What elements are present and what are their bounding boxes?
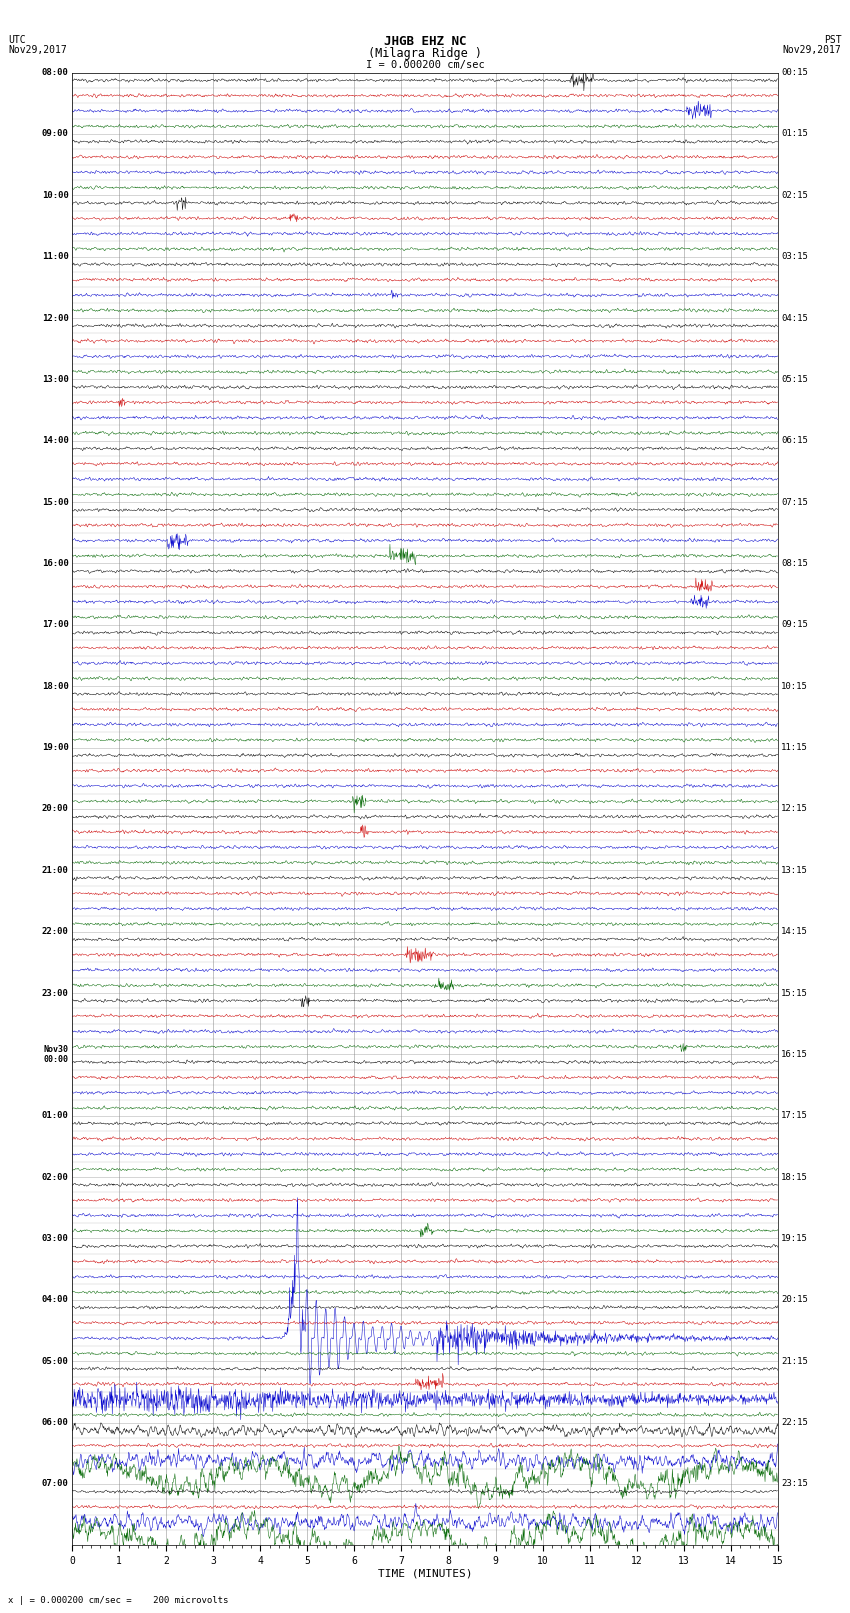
- Text: 08:15: 08:15: [781, 560, 808, 568]
- Text: 01:15: 01:15: [781, 129, 808, 139]
- Text: 10:00: 10:00: [42, 190, 69, 200]
- Text: 04:15: 04:15: [781, 313, 808, 323]
- Text: Nov29,2017: Nov29,2017: [783, 45, 842, 55]
- Text: 03:00: 03:00: [42, 1234, 69, 1244]
- Text: UTC: UTC: [8, 35, 26, 45]
- Text: 17:00: 17:00: [42, 621, 69, 629]
- Text: 06:15: 06:15: [781, 436, 808, 445]
- Text: 17:15: 17:15: [781, 1111, 808, 1119]
- Text: 16:15: 16:15: [781, 1050, 808, 1058]
- X-axis label: TIME (MINUTES): TIME (MINUTES): [377, 1568, 473, 1579]
- Text: 01:00: 01:00: [42, 1111, 69, 1119]
- Text: 18:00: 18:00: [42, 682, 69, 690]
- Text: (Milagra Ridge ): (Milagra Ridge ): [368, 47, 482, 60]
- Text: 19:15: 19:15: [781, 1234, 808, 1244]
- Text: 09:15: 09:15: [781, 621, 808, 629]
- Text: 08:00: 08:00: [42, 68, 69, 77]
- Text: 11:15: 11:15: [781, 744, 808, 752]
- Text: x | = 0.000200 cm/sec =    200 microvolts: x | = 0.000200 cm/sec = 200 microvolts: [8, 1595, 229, 1605]
- Text: 16:00: 16:00: [42, 560, 69, 568]
- Text: PST: PST: [824, 35, 842, 45]
- Text: 19:00: 19:00: [42, 744, 69, 752]
- Text: Nov29,2017: Nov29,2017: [8, 45, 67, 55]
- Text: 12:15: 12:15: [781, 805, 808, 813]
- Text: 06:00: 06:00: [42, 1418, 69, 1428]
- Text: JHGB EHZ NC: JHGB EHZ NC: [383, 35, 467, 48]
- Text: 10:15: 10:15: [781, 682, 808, 690]
- Text: Nov30
00:00: Nov30 00:00: [43, 1045, 69, 1065]
- Text: 20:00: 20:00: [42, 805, 69, 813]
- Text: 04:00: 04:00: [42, 1295, 69, 1305]
- Text: 13:15: 13:15: [781, 866, 808, 874]
- Text: 09:00: 09:00: [42, 129, 69, 139]
- Text: 22:15: 22:15: [781, 1418, 808, 1428]
- Text: 12:00: 12:00: [42, 313, 69, 323]
- Text: 18:15: 18:15: [781, 1173, 808, 1182]
- Text: 11:00: 11:00: [42, 252, 69, 261]
- Text: 22:00: 22:00: [42, 927, 69, 936]
- Text: 23:00: 23:00: [42, 989, 69, 997]
- Text: 14:15: 14:15: [781, 927, 808, 936]
- Text: 07:15: 07:15: [781, 498, 808, 506]
- Text: 13:00: 13:00: [42, 374, 69, 384]
- Text: 07:00: 07:00: [42, 1479, 69, 1489]
- Text: 21:00: 21:00: [42, 866, 69, 874]
- Text: I = 0.000200 cm/sec: I = 0.000200 cm/sec: [366, 60, 484, 69]
- Text: 02:15: 02:15: [781, 190, 808, 200]
- Text: 23:15: 23:15: [781, 1479, 808, 1489]
- Text: 03:15: 03:15: [781, 252, 808, 261]
- Text: 15:15: 15:15: [781, 989, 808, 997]
- Text: 21:15: 21:15: [781, 1357, 808, 1366]
- Text: 02:00: 02:00: [42, 1173, 69, 1182]
- Text: 05:15: 05:15: [781, 374, 808, 384]
- Text: 00:15: 00:15: [781, 68, 808, 77]
- Text: 15:00: 15:00: [42, 498, 69, 506]
- Text: 20:15: 20:15: [781, 1295, 808, 1305]
- Text: 05:00: 05:00: [42, 1357, 69, 1366]
- Text: 14:00: 14:00: [42, 436, 69, 445]
